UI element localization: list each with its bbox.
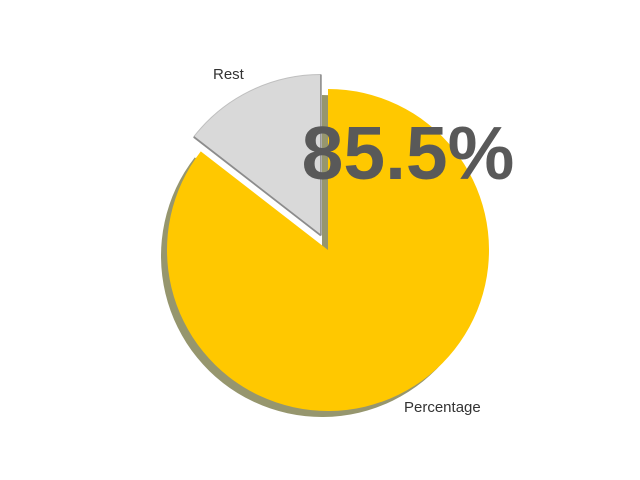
svg-text:Rest: Rest [213, 66, 245, 83]
svg-text:Percentage: Percentage [404, 399, 481, 416]
svg-text:85.5%: 85.5% [302, 111, 515, 195]
